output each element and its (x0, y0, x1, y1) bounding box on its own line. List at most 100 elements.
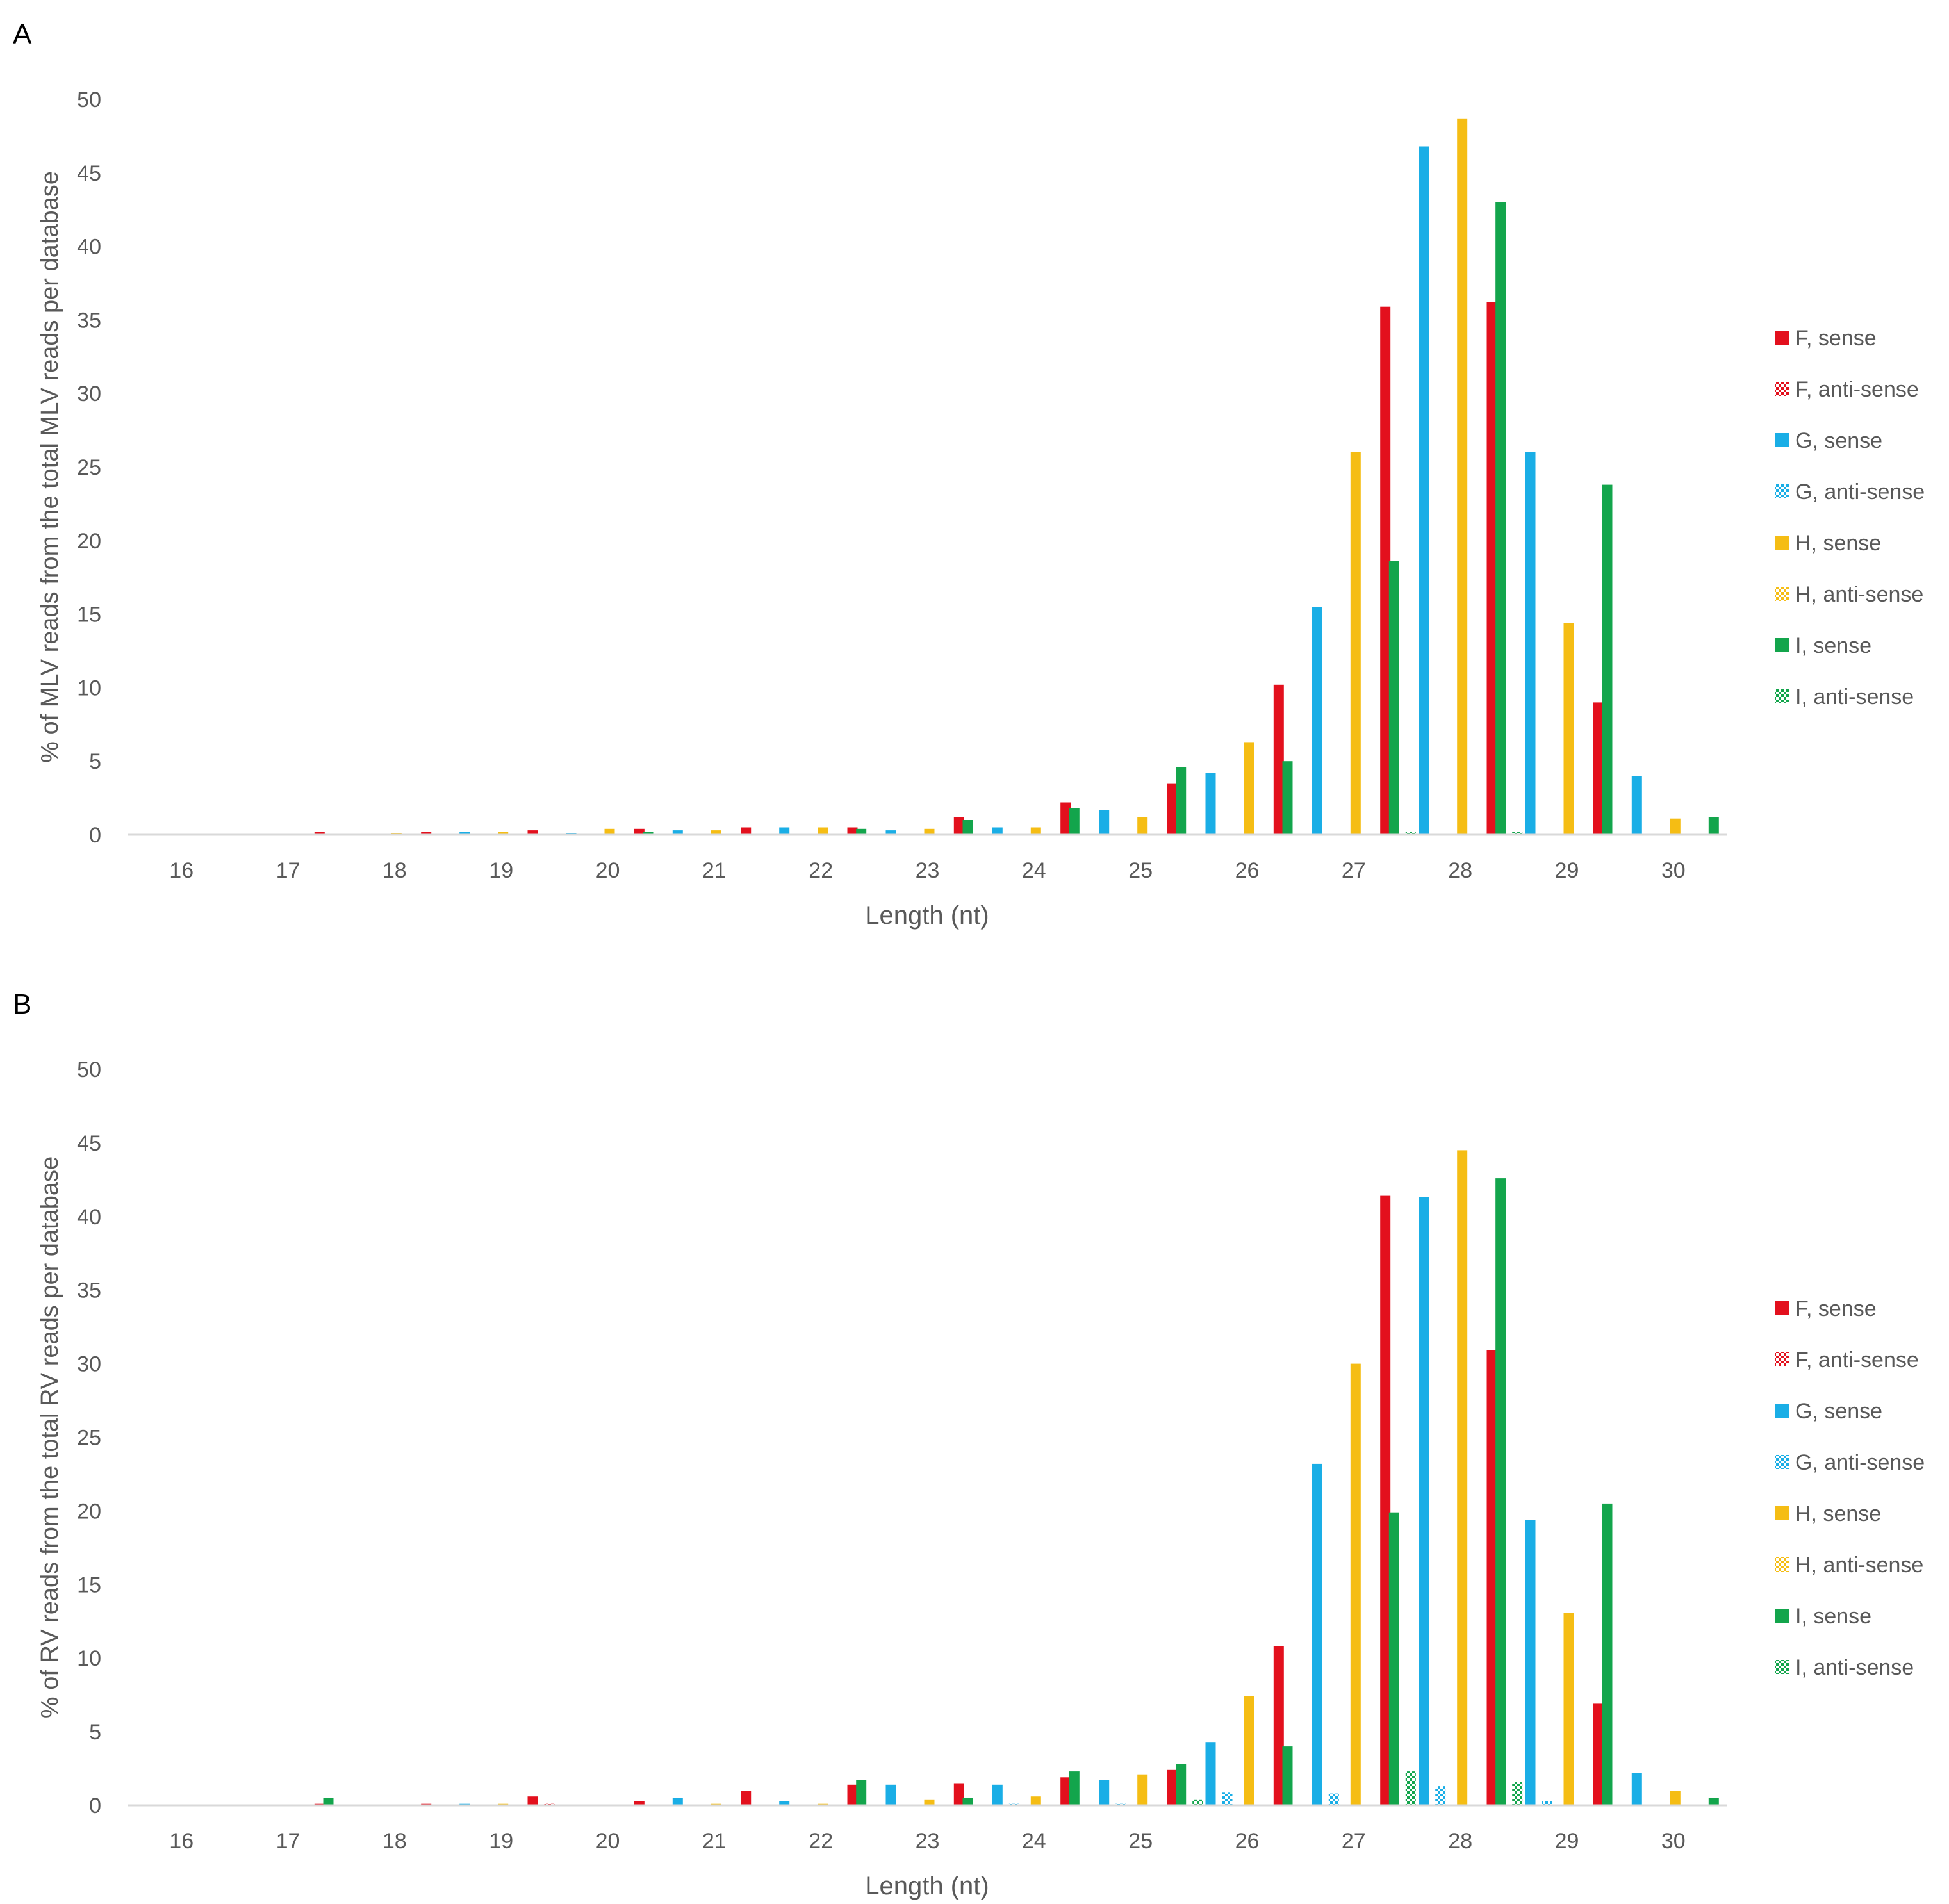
panel-a-legend-label: H, anti-sense (1795, 582, 1923, 607)
panel-b-bar-g-solid-27 (1312, 1463, 1322, 1805)
panel-a-bar-h-solid-20 (604, 828, 615, 835)
panel-b-x-axis-title: Length (nt) (865, 1872, 989, 1900)
panel-b-bar-g-solid-24 (992, 1784, 1003, 1805)
panel-b-bar-g-checker-29 (1542, 1801, 1552, 1805)
panel-b-legend-swatch-g-checker (1775, 1455, 1789, 1469)
panel-a-legend-swatch-h-solid (1775, 536, 1789, 550)
panel-b-x-tick-label: 17 (276, 1829, 300, 1853)
panel-b-bar-i-solid-22 (856, 1780, 867, 1805)
panel-b-bar-i-solid-17 (323, 1798, 334, 1805)
panel-b-x-tick-label: 29 (1555, 1829, 1579, 1853)
panel-a-bar-f-solid-27 (1273, 684, 1284, 835)
panel-a-legend-label: I, anti-sense (1795, 685, 1914, 709)
panel-b-label: B (13, 989, 31, 1020)
panel-b-legend-label: F, sense (1795, 1297, 1877, 1321)
panel-a-y-tick-label: 35 (77, 308, 101, 332)
panel-a-bar-h-solid-24 (1030, 827, 1041, 835)
panel-b-y-axis-title: % of RV reads from the total RV reads pe… (37, 1156, 63, 1718)
panel-a-bar-h-solid-28 (1457, 118, 1468, 835)
panel-a-bar-h-solid-23 (924, 828, 935, 835)
panel-a-bar-f-solid-24 (953, 817, 964, 835)
panel-b-x-tick-label: 24 (1022, 1829, 1046, 1853)
panel-b-bar-f-solid-26 (1167, 1769, 1178, 1805)
panel-b-legend-swatch-i-checker (1775, 1660, 1789, 1674)
panel-b-legend-label: G, sense (1795, 1399, 1882, 1424)
panel-a-bar-h-solid-30 (1670, 818, 1681, 835)
panel-a-bar-i-solid-28 (1495, 202, 1506, 835)
panel-a-bar-h-solid-25 (1137, 817, 1148, 835)
panel-a-bar-f-solid-21 (634, 828, 645, 835)
panel-a-legend-label: G, sense (1795, 429, 1882, 453)
panel-b-y-tick-label: 0 (89, 1794, 101, 1818)
panel-b-legend-swatch-f-checker (1775, 1352, 1789, 1366)
panel-b-bar-h-solid-30 (1670, 1791, 1681, 1805)
panel-b-legend-swatch-h-solid (1775, 1506, 1789, 1520)
panel-a-x-tick-label: 24 (1022, 858, 1046, 883)
panel-a-legend-label: H, sense (1795, 531, 1881, 555)
panel-a-bar-f-solid-28 (1380, 306, 1391, 835)
panel-b-bar-f-solid-20 (527, 1796, 538, 1805)
panel-b-y-tick-label: 35 (77, 1279, 101, 1303)
panel-a-bar-f-solid-22 (741, 827, 752, 835)
panel-a-bar-h-solid-26 (1244, 742, 1254, 835)
panel-a-x-tick-label: 26 (1235, 858, 1260, 883)
panel-a-bar-f-solid-18 (314, 832, 325, 835)
panel-b-bar-h-solid-29 (1563, 1613, 1574, 1805)
panel-a-legend-swatch-g-checker (1775, 484, 1789, 498)
panel-b-legend-label: G, anti-sense (1795, 1450, 1925, 1475)
panel-b-bar-f-solid-29 (1486, 1350, 1497, 1805)
panel-b-x-tick-label: 28 (1448, 1829, 1472, 1853)
panel-a-bar-g-solid-29 (1525, 452, 1536, 835)
panel-b-y-tick-label: 5 (89, 1720, 101, 1744)
panel-a-legend-swatch-f-checker (1775, 382, 1789, 396)
panel-b-bar-f-solid-30 (1593, 1703, 1604, 1805)
panel-a-y-tick-label: 25 (77, 455, 101, 480)
panel-b-x-tick-label: 22 (809, 1829, 833, 1853)
panel-b-bar-f-solid-21 (634, 1801, 645, 1805)
panel-a-bar-i-solid-27 (1388, 561, 1399, 835)
panel-b-bar-i-solid-25 (1176, 1764, 1187, 1805)
panel-a-bar-i-solid-20 (643, 832, 654, 835)
panel-a-bar-g-solid-22 (779, 827, 790, 835)
panel-b-bar-g-solid-28 (1419, 1197, 1429, 1805)
panel-a-x-tick-label: 21 (702, 858, 727, 883)
panel-a-bar-f-solid-20 (527, 830, 538, 835)
panel-b-y-tick-label: 15 (77, 1573, 101, 1597)
panel-a-x-tick-label: 27 (1342, 858, 1366, 883)
panel-a-bar-g-solid-26 (1205, 773, 1216, 835)
panel-a-bar-g-solid-30 (1631, 776, 1642, 835)
panel-a-bar-f-solid-19 (421, 832, 432, 835)
panel-b-bar-h-solid-28 (1457, 1150, 1468, 1805)
panel-b-bar-i-solid-26 (1282, 1746, 1293, 1805)
panel-b-bar-i-solid-27 (1388, 1512, 1399, 1805)
panel-a-x-tick-label: 20 (596, 858, 620, 883)
panel-a-x-tick-label: 25 (1128, 858, 1153, 883)
panel-b-bar-i-solid-28 (1495, 1178, 1506, 1805)
panel-a-x-tick-label: 18 (382, 858, 407, 883)
panel-a-y-tick-label: 5 (89, 750, 101, 774)
panel-a-bar-h-solid-22 (818, 827, 828, 835)
panel-a-legend-label: F, sense (1795, 326, 1877, 350)
panel-b-bar-f-solid-23 (847, 1784, 858, 1805)
panel-a-y-tick-label: 10 (77, 676, 101, 700)
panel-a-bar-f-solid-30 (1593, 702, 1604, 835)
panel-a-legend-swatch-g-solid (1775, 433, 1789, 447)
panel-b-bar-i-solid-30 (1708, 1798, 1719, 1805)
panel-b-bar-i-checker-25 (1192, 1799, 1203, 1805)
panel-b-bar-f-solid-28 (1380, 1195, 1391, 1805)
panel-a-bar-h-solid-19 (498, 832, 509, 835)
panel-b-y-tick-label: 30 (77, 1352, 101, 1377)
panel-a-bar-i-checker-27 (1405, 832, 1416, 835)
panel-b-x-tick-label: 23 (916, 1829, 940, 1853)
panel-a-bar-i-solid-29 (1602, 484, 1613, 835)
panel-b-bar-g-checker-26 (1222, 1792, 1233, 1805)
panel-b-legend-swatch-f-solid (1775, 1301, 1789, 1315)
panel-a-x-tick-label: 30 (1661, 858, 1686, 883)
panel-b-bar-g-solid-22 (779, 1801, 790, 1805)
panel-b-x-tick-label: 20 (596, 1829, 620, 1853)
panel-b-y-tick-label: 25 (77, 1426, 101, 1450)
panel-b-x-tick-label: 27 (1342, 1829, 1366, 1853)
panel-b-bar-f-solid-25 (1060, 1777, 1071, 1805)
panel-a-label: A (13, 19, 32, 50)
panel-b-bar-g-solid-26 (1205, 1742, 1216, 1805)
